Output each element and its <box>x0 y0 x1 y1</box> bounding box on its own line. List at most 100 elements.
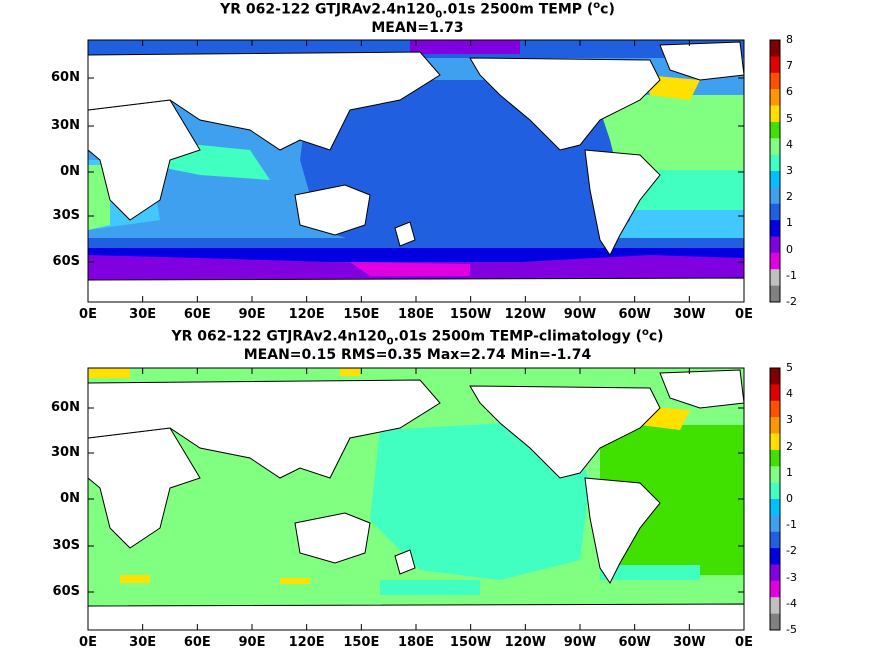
x-tick-label: 30E <box>129 635 157 650</box>
y-tick-label: 30S <box>52 208 80 223</box>
colorbar-swatch <box>770 597 780 615</box>
southern-deep-blue <box>88 248 744 262</box>
panel1-title-line1: YR 062-122 GTJRAv2.4n1200.01s 2500m TEMP… <box>220 0 615 21</box>
colorbar-swatch <box>770 564 780 582</box>
arctic-yellow-left <box>88 368 130 378</box>
colorbar-swatch <box>770 203 780 221</box>
colorbar-swatch <box>770 449 780 467</box>
colorbar-label: 2 <box>786 190 793 204</box>
colorbar-swatch <box>770 548 780 565</box>
x-tick-label: 60W <box>618 307 651 322</box>
colorbar-swatch <box>770 482 780 500</box>
colorbar-frame <box>769 39 781 303</box>
nz-land <box>394 221 416 247</box>
x-tick-label: 180E <box>397 307 435 322</box>
x-tick-label: 150W <box>449 635 492 650</box>
southern-yellow-spot1 <box>120 575 150 583</box>
colorbar-label: 5 <box>786 111 793 125</box>
x-tick-label: 30W <box>673 307 706 322</box>
colorbar-swatch <box>770 72 780 90</box>
australia-land <box>294 184 371 236</box>
colorbar-label: 5 <box>786 361 793 374</box>
nz-land <box>394 549 416 575</box>
colorbar-swatch <box>770 236 780 254</box>
north-america-land <box>469 385 661 479</box>
x-tick-label: 90W <box>563 307 597 322</box>
y-tick-label: 30N <box>51 118 80 133</box>
colorbar-swatch <box>770 417 780 434</box>
colorbar-label: 4 <box>786 387 793 401</box>
colorbar-swatch <box>770 105 780 123</box>
x-tick-label: 0E <box>79 307 97 322</box>
colorbar-swatch <box>770 466 780 484</box>
south-america-land <box>584 477 661 584</box>
y-tick-label: 60N <box>51 400 80 415</box>
colorbar-label: -1 <box>786 268 797 282</box>
x-tick-label: 0E <box>79 635 97 650</box>
colorbar-label: 3 <box>786 413 793 427</box>
x-tick-label: 120E <box>288 635 325 650</box>
colorbar-label: -3 <box>786 570 797 584</box>
colorbar-label: 0 <box>786 242 793 256</box>
x-tick-label: 30E <box>129 307 157 322</box>
colorbar-swatch <box>770 285 780 303</box>
x-tick-label: 90E <box>238 307 266 322</box>
colorbar-swatch <box>770 40 780 57</box>
colorbar-swatch <box>770 187 780 205</box>
colorbar-swatch <box>770 56 780 74</box>
x-tick-label: 150W <box>449 307 492 322</box>
panel2-title-line2: MEAN=0.15 RMS=0.35 Max=2.74 Min=-1.74 <box>243 347 592 363</box>
colorbar-swatch <box>770 154 780 172</box>
arctic-purple <box>410 40 520 54</box>
colorbar-swatch <box>770 121 780 139</box>
x-tick-label: 90E <box>238 635 266 650</box>
x-tick-label: 0E <box>735 635 753 650</box>
map-panel-anomaly <box>88 368 744 630</box>
colorbar-label: 1 <box>786 216 793 230</box>
x-tick-label: 180E <box>397 635 435 650</box>
southern-magenta <box>350 262 470 276</box>
pacific-aqua-region <box>370 420 590 580</box>
colorbar-label: -5 <box>786 623 797 636</box>
x-tick-label: 60E <box>183 307 211 322</box>
colorbar-swatch <box>770 433 780 451</box>
antarctica-land <box>88 603 744 630</box>
colorbar-label: -1 <box>786 518 797 532</box>
southern-aqua-band <box>600 565 700 580</box>
atlantic-blue-band <box>620 210 744 240</box>
x-tick-label: 90W <box>563 635 597 650</box>
land-masses <box>88 41 744 302</box>
colorbar-label: 0 <box>786 492 793 505</box>
y-tick-label: 60N <box>51 70 80 85</box>
x-tick-label: 30W <box>673 635 706 650</box>
x-tick-label: 120W <box>504 307 547 322</box>
x-tick-label: 60E <box>183 635 211 650</box>
colorbar-frame <box>769 367 781 631</box>
axis-ticks <box>87 40 745 630</box>
colorbar-label: 7 <box>786 59 793 73</box>
colorbar-label: 4 <box>786 137 793 151</box>
colorbar-label: -2 <box>786 295 797 308</box>
colorbar-swatch <box>770 400 780 418</box>
colorbar-swatch <box>770 613 780 631</box>
y-tick-label: 0N <box>60 491 80 506</box>
y-tick-label: 60S <box>52 254 80 269</box>
colorbar-swatch <box>770 384 780 402</box>
colorbar-anomaly <box>769 367 781 631</box>
colorbar-swatch <box>770 220 780 237</box>
x-tick-label: 120E <box>288 307 325 322</box>
x-tick-label: 60W <box>618 635 651 650</box>
panel2-title-line1: YR 062-122 GTJRAv2.4n1200.01s 2500m TEMP… <box>171 327 664 348</box>
colorbar-swatch <box>770 531 780 549</box>
x-tick-label: 120W <box>504 635 547 650</box>
colorbar-swatch <box>770 515 780 533</box>
colorbar-mean <box>769 39 781 303</box>
colorbar-swatch <box>770 252 780 270</box>
y-tick-label: 0N <box>60 164 80 179</box>
colorbar-swatch <box>770 269 780 287</box>
southern-aqua-band2 <box>380 580 480 595</box>
africa-land <box>88 99 201 221</box>
eurasia-land <box>88 51 441 151</box>
eurasia-land <box>88 379 441 479</box>
north-america-land <box>469 57 661 151</box>
